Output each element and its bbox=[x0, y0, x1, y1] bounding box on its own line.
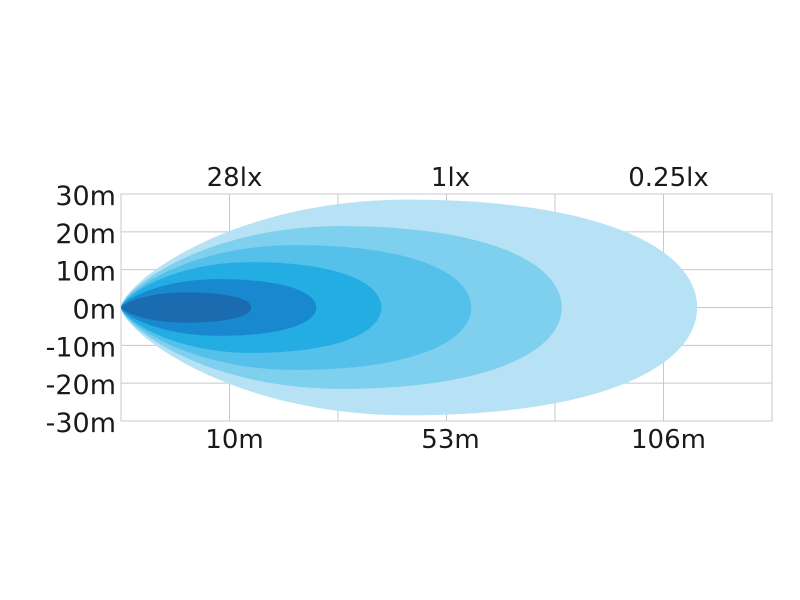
top-label: 28lx bbox=[207, 163, 263, 193]
top-label: 0.25lx bbox=[628, 163, 709, 193]
beam-contours bbox=[121, 199, 698, 416]
bottom-distance-labels: 10m 53m 106m bbox=[205, 425, 706, 455]
y-tick-label: 20m bbox=[55, 219, 116, 250]
y-tick-label: -20m bbox=[46, 370, 116, 401]
beam-contour-6 bbox=[121, 292, 252, 323]
y-tick-label: -10m bbox=[46, 332, 116, 363]
y-tick-label: 10m bbox=[55, 257, 116, 288]
y-tick-label: -30m bbox=[46, 408, 116, 439]
bottom-label: 53m bbox=[421, 425, 479, 455]
y-tick-labels: 30m 20m 10m 0m -10m -20m -30m bbox=[46, 181, 116, 439]
y-tick-label: 0m bbox=[73, 295, 116, 326]
y-tick-label: 30m bbox=[55, 181, 116, 212]
top-label: 1lx bbox=[431, 163, 470, 193]
bottom-label: 10m bbox=[205, 425, 263, 455]
bottom-label: 106m bbox=[631, 425, 706, 455]
top-lux-labels: 28lx 1lx 0.25lx bbox=[207, 163, 709, 193]
